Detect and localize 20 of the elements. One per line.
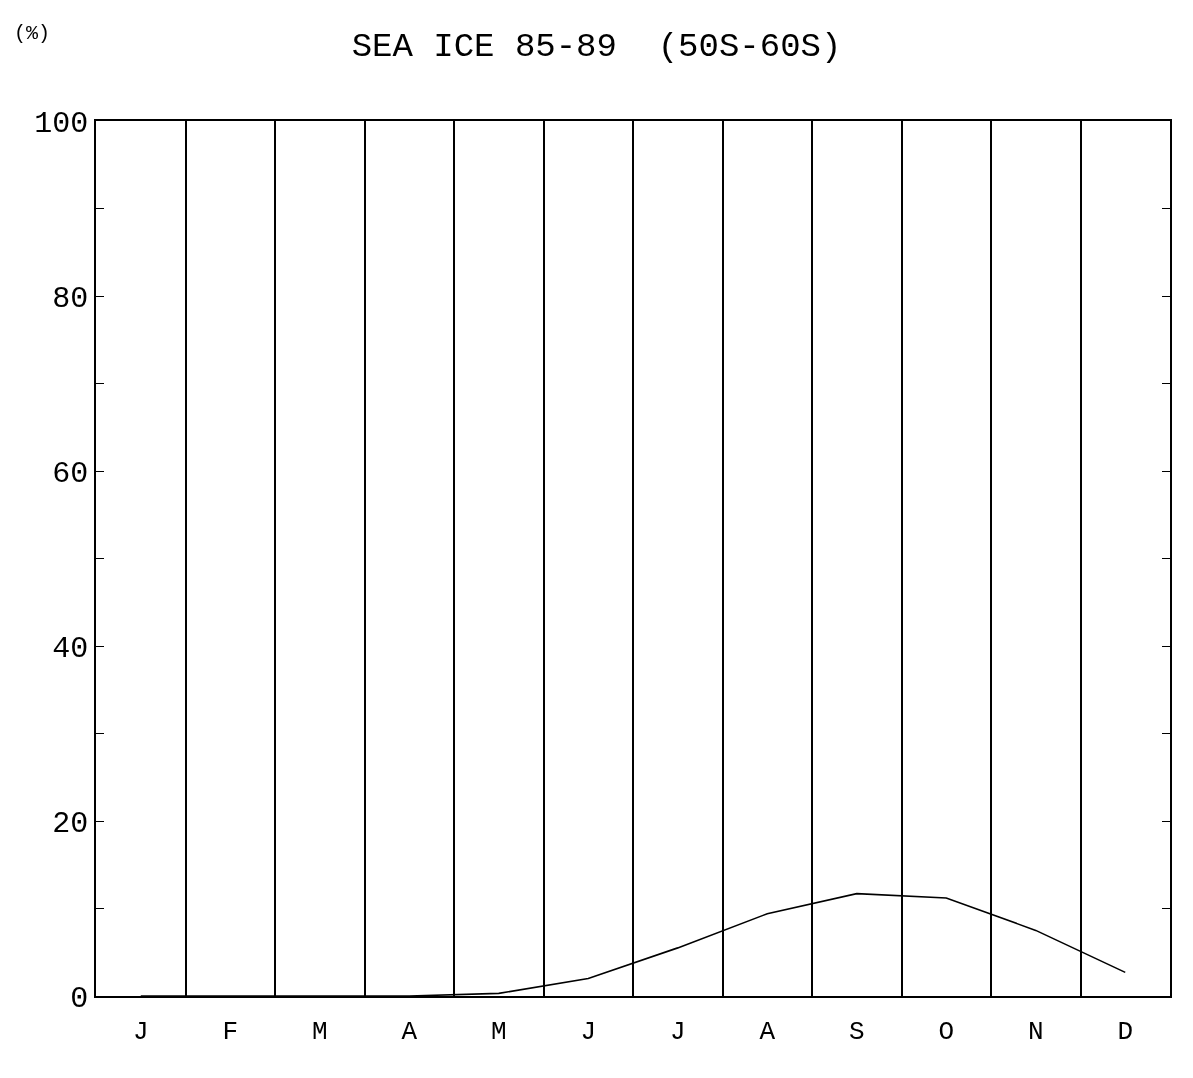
chart-title: SEA ICE 85-89 (50S-60S): [351, 28, 842, 67]
x-tick-label: M: [490, 1016, 507, 1047]
x-tick-label: J: [132, 1016, 149, 1047]
y-tick-label: 20: [52, 806, 89, 841]
x-tick-label: N: [1027, 1016, 1044, 1047]
x-tick-label: A: [759, 1016, 776, 1047]
x-tick-label: D: [1117, 1016, 1134, 1047]
x-tick-label: F: [222, 1016, 239, 1047]
y-axis-title: (%): [14, 22, 51, 45]
x-tick-label: S: [848, 1016, 865, 1047]
x-tick-label: A: [401, 1016, 418, 1047]
y-tick-label: 60: [52, 456, 89, 491]
y-tick-label: 100: [34, 106, 89, 141]
y-tick-label: 0: [70, 981, 89, 1016]
x-tick-label: M: [311, 1016, 328, 1047]
x-tick-label: J: [580, 1016, 597, 1047]
x-tick-label: O: [938, 1016, 955, 1047]
x-tick-label: J: [669, 1016, 686, 1047]
y-tick-label: 40: [52, 631, 89, 666]
y-tick-label: 80: [52, 281, 89, 316]
